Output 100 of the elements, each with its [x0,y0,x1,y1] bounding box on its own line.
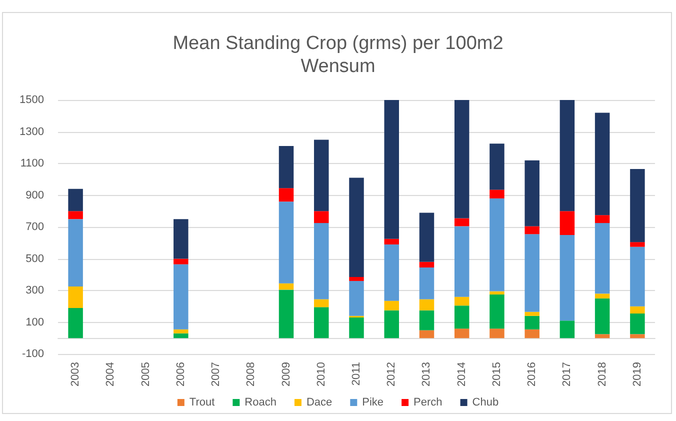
y-tick-label: 1100 [20,158,44,170]
bar [68,211,83,220]
bar [560,211,575,235]
bar [454,296,470,306]
bar [630,169,645,242]
y-tick-label: 100 [26,316,44,328]
bar [174,258,188,264]
bar [384,300,399,310]
bar [560,320,575,338]
bar [349,317,364,338]
bar [278,202,294,284]
bar [594,294,610,298]
bar [314,307,329,338]
y-tick-label: 1500 [20,94,44,106]
bar [314,140,329,212]
x-tick-label: 2016 [526,362,538,386]
bar [419,330,434,338]
bar [454,328,470,338]
bar [384,238,399,244]
bar [490,328,504,338]
bar [630,334,645,338]
chart-subtitle: Wensum [300,56,376,77]
bar [630,314,645,334]
bar [278,188,294,202]
x-tick-label: 2012 [386,362,398,386]
bar [524,316,540,330]
bar [68,219,83,287]
legend-label: Trout [189,396,215,408]
x-tick-label: 2007 [210,362,222,386]
x-tick-label: 2015 [490,362,503,386]
bar [419,262,434,268]
bar [68,308,83,338]
y-tick-label: -100 [22,348,44,360]
x-tick-label: 2010 [315,362,328,386]
bar [524,226,540,234]
bar [594,215,610,224]
x-tick-label: 2009 [280,362,292,386]
x-tick-label: 2006 [174,362,187,386]
bar [314,211,329,224]
bar [384,100,399,239]
bar [174,333,188,338]
bar [174,329,188,334]
bar [68,286,83,308]
x-tick-label: 2011 [350,362,362,386]
bar [349,280,364,316]
x-tick-label: 2018 [596,362,608,386]
bar [454,218,470,226]
bar [419,267,434,300]
bar [419,212,434,262]
chart-title: Mean Standing Crop (grms) per 100m2 [172,33,504,54]
legend-label: Pike [362,396,384,408]
bar [314,223,329,300]
bar [384,244,399,301]
bar [490,190,504,198]
bar [454,226,470,297]
bar [524,312,540,316]
legend-label: Roach [244,396,276,408]
bar [630,242,645,247]
bar [384,310,399,338]
x-tick-label: 2014 [456,362,468,386]
y-tick-label: 300 [26,284,44,296]
bar [278,283,294,290]
bar [419,310,434,330]
bar [594,298,610,334]
y-tick-label: 1300 [20,126,44,138]
y-tick-label: 500 [26,252,44,265]
x-tick-label: 2013 [420,362,433,386]
x-tick-label: 2017 [561,362,574,386]
bar [490,291,504,294]
bar [560,100,575,212]
legend-label: Chub [472,396,499,408]
bar [524,160,540,226]
bar [454,306,470,329]
bar [490,294,504,329]
legend-label: Perch [414,396,442,408]
bar [594,223,610,294]
bar [490,198,504,292]
x-tick-label: 2019 [631,362,644,386]
bar [524,234,540,312]
bar [594,112,610,216]
y-tick-label: 900 [26,189,44,202]
bar [314,299,329,308]
bar [594,334,610,338]
bar [174,264,188,330]
bar [630,306,645,314]
x-tick-label: 2005 [140,362,152,386]
bar [174,219,188,259]
bar [349,178,364,278]
bar [278,290,294,338]
bar [630,246,645,306]
bar [278,146,294,188]
bar [454,100,470,218]
x-tick-label: 2004 [104,362,117,386]
bar [560,234,575,321]
legend-label: Dace [306,396,332,408]
bar [68,188,83,212]
x-tick-label: 2008 [245,362,258,386]
bar [419,299,434,310]
bar [524,329,540,338]
bar [490,144,504,190]
